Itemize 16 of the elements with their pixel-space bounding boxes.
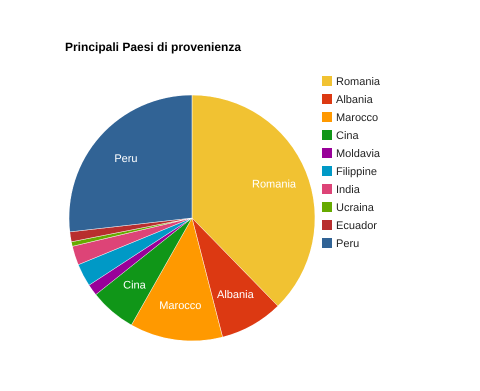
slice-label: Romania [252,178,297,191]
legend-label: Albania [336,94,373,106]
legend-label: India [336,184,360,196]
chart-title: Principali Paesi di provenienza [65,40,242,54]
slice-label: Marocco [159,300,202,312]
slice-label: Peru [114,153,138,166]
slice-label: Cina [123,279,147,292]
legend-label: Marocco [336,112,378,124]
legend-label: Moldavia [336,148,380,160]
legend-label: Peru [336,238,360,250]
legend-label: Romania [336,76,380,88]
legend-label: Ecuador [336,220,377,232]
legend-label: Cina [336,130,359,142]
legend-label: Filippine [336,166,377,178]
legend-label: Ucraina [336,202,374,214]
slice-label: Albania [217,289,255,302]
